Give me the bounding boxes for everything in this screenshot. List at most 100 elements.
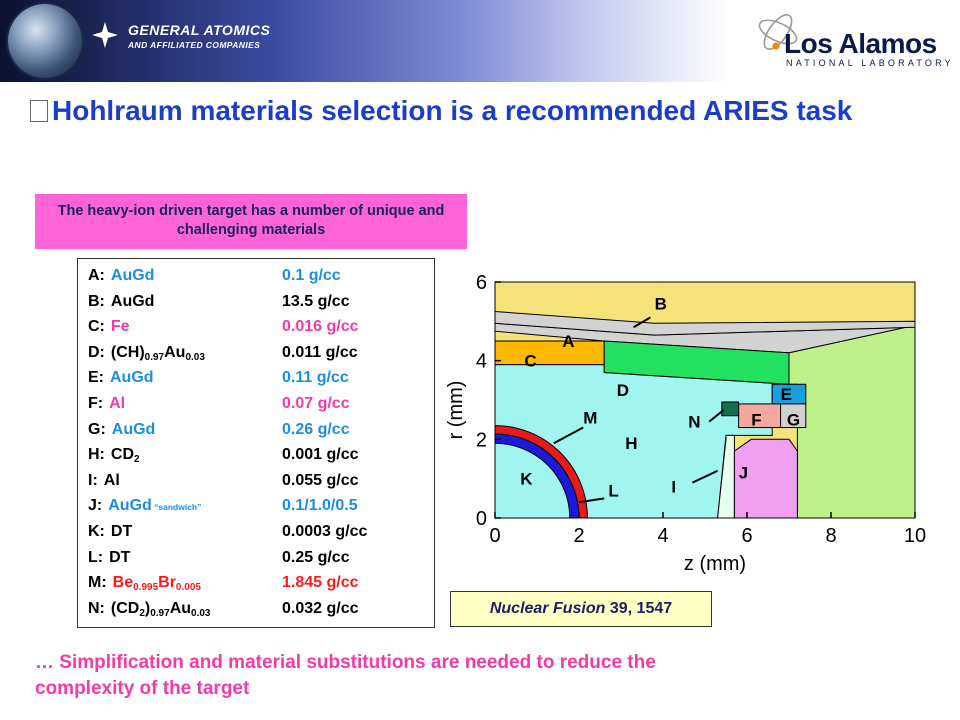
material-row: J: AuGd “sandwich” 0.1/1.0/0.5 xyxy=(88,495,358,517)
diagram-axes: 0 2 4 6 8 10 0 2 4 6 z (mm) r (mm) xyxy=(445,272,926,575)
atom-icon xyxy=(758,14,798,50)
region-label-g: G xyxy=(787,411,800,430)
reference-volume-page: 39, 1547 xyxy=(605,600,673,617)
material-key: G: xyxy=(88,420,106,438)
material-name: (CD2)0.97Au0.03 xyxy=(110,599,211,619)
leader-line xyxy=(708,409,725,423)
region-label-d: D xyxy=(617,381,629,400)
material-row: C: Fe 0.016 g/cc xyxy=(88,316,359,338)
region-b xyxy=(494,310,916,336)
material-key: I: xyxy=(88,471,98,489)
reference-journal: Nuclear Fusion xyxy=(489,600,606,617)
region-j xyxy=(733,438,798,519)
material-key: C: xyxy=(88,318,105,336)
material-row: B: AuGd 13.5 g/cc xyxy=(88,291,350,313)
material-density: 1.845 g/cc xyxy=(282,574,359,592)
region-n xyxy=(721,401,740,417)
material-name: Be0.995Br0.005 xyxy=(112,574,201,594)
material-key: M: xyxy=(88,574,107,592)
x-tick-label: 8 xyxy=(825,525,836,547)
material-key: K: xyxy=(88,523,105,540)
y-axis-label: r (mm) xyxy=(445,381,467,440)
material-density: 0.1 g/cc xyxy=(282,267,341,284)
hohlraum-target-diagram: A B C D E F G H I J K L M N 0 2 4 6 8 10 0 2 4 6 z (mm) r (mm) xyxy=(445,272,926,575)
material-key: D: xyxy=(88,343,105,361)
region-label-m: M xyxy=(583,409,597,428)
material-row: A: AuGd 0.1 g/cc xyxy=(88,265,341,287)
material-density: 0.032 g/cc xyxy=(282,599,359,617)
region-i xyxy=(717,434,735,519)
ga-company-subtitle: AND AFFILIATED COMPANIES xyxy=(128,40,261,50)
leader-line xyxy=(633,316,651,329)
header-banner: GENERAL ATOMICS AND AFFILIATED COMPANIES… xyxy=(0,0,960,82)
material-name: DT xyxy=(109,548,131,566)
material-key: E: xyxy=(88,369,104,387)
material-row: L: DT 0.25 g/cc xyxy=(88,547,350,569)
los-alamos-subtitle: NATIONAL LABORATORY xyxy=(786,58,954,68)
materials-list: A: AuGd 0.1 g/cc B: AuGd 13.5 g/cc C: Fe 0.016 g… xyxy=(77,258,435,628)
y-tick-label: 6 xyxy=(476,272,487,294)
leader-line xyxy=(691,469,719,484)
region-label-k: K xyxy=(520,470,533,489)
material-density: 0.016 g/cc xyxy=(282,318,359,336)
region-label-a: A xyxy=(562,332,574,351)
material-name: DT xyxy=(110,523,133,540)
material-name: Al xyxy=(109,395,126,412)
region-c xyxy=(494,340,605,366)
y-tick-label: 2 xyxy=(476,429,487,451)
material-name: Al xyxy=(103,471,120,489)
ga-company-name: GENERAL ATOMICS xyxy=(128,22,271,38)
material-row: M: Be0.995Br0.005 1.845 g/cc xyxy=(88,572,359,594)
material-row: F: Al 0.07 g/cc xyxy=(88,393,350,415)
material-row: H: CD2 0.001 g/cc xyxy=(88,444,359,466)
material-name: AuGd xyxy=(111,420,156,438)
leader-line xyxy=(578,497,605,504)
region-label-n: N xyxy=(688,413,700,432)
material-name: AuGd xyxy=(110,267,155,284)
reference-box: Nuclear Fusion 39, 1547 xyxy=(450,591,712,627)
material-density: 0.25 g/cc xyxy=(282,548,350,566)
slide-title-text: Hohlraum materials selection is a recomm… xyxy=(52,95,853,126)
bullet-box-icon xyxy=(30,100,48,122)
material-key: J: xyxy=(88,497,103,515)
material-key: L: xyxy=(88,548,104,566)
x-tick-label: 10 xyxy=(904,525,926,547)
y-tick-label: 0 xyxy=(476,508,487,530)
footer-note: … Simplification and material substituti… xyxy=(35,652,656,699)
material-density: 0.0003 g/cc xyxy=(282,523,368,540)
region-label-l: L xyxy=(608,481,618,500)
material-name: AuGd xyxy=(110,369,154,387)
material-row: D: (CH)0.97Au0.03 0.011 g/cc xyxy=(88,342,358,364)
x-tick-label: 6 xyxy=(741,525,752,547)
region-side xyxy=(788,324,916,519)
material-density: 0.26 g/cc xyxy=(282,420,350,438)
x-tick-label: 2 xyxy=(573,525,584,547)
material-density: 0.11 g/cc xyxy=(282,369,349,387)
material-name: (CH)0.97Au0.03 xyxy=(110,343,205,363)
material-key: B: xyxy=(88,292,105,310)
material-name: Fe xyxy=(110,318,130,336)
x-tick-label: 0 xyxy=(489,525,500,547)
region-k xyxy=(494,442,571,519)
region-label-b: B xyxy=(655,295,667,314)
region-label-e: E xyxy=(781,385,792,404)
material-key: N: xyxy=(88,599,105,617)
diagram-plot-area: A B C D E F G H I J K L M N xyxy=(494,281,916,519)
y-tick-label: 4 xyxy=(476,351,487,373)
material-row: N: (CD2)0.97Au0.03 0.032 g/cc xyxy=(88,598,359,620)
material-row: G: AuGd 0.26 g/cc xyxy=(88,419,350,441)
material-density: 0.001 g/cc xyxy=(282,446,359,464)
region-label-j: J xyxy=(739,464,748,483)
los-alamos-name: Los Alamos xyxy=(784,28,937,59)
material-density: 0.1/1.0/0.5 xyxy=(282,497,358,515)
region-label-h: H xyxy=(625,434,637,453)
material-key: A: xyxy=(88,267,105,284)
material-name: CD2 xyxy=(110,446,140,466)
material-name: AuGd “sandwich” xyxy=(108,497,202,515)
region-label-f: F xyxy=(751,411,761,430)
material-density: 13.5 g/cc xyxy=(282,292,350,310)
material-row: I: Al 0.055 g/cc xyxy=(88,470,359,492)
slide-title: Hohlraum materials selection is a recomm… xyxy=(30,92,930,130)
leader-line xyxy=(553,426,584,445)
material-key: F: xyxy=(88,395,104,412)
